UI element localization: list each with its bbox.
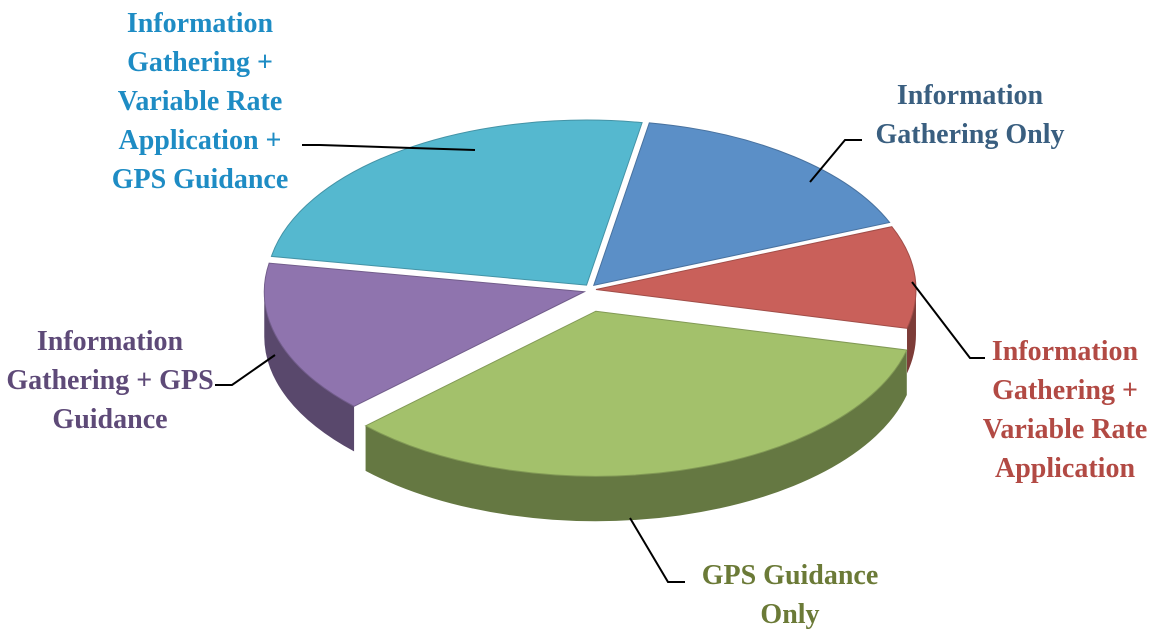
pie-slice [270,119,643,286]
leader-line [302,144,476,151]
slice-label: Information Gathering + GPS Guidance [6,326,214,435]
leader-lines [215,139,985,583]
leader-line [215,354,276,386]
pie [263,119,917,522]
leader-line [911,281,985,359]
pie-slice [593,122,891,286]
slice-label: Information Gathering Only [875,80,1065,150]
pie-tops [263,119,917,477]
leader-line [629,517,685,583]
pie-slice [263,262,587,407]
leader-line [809,139,862,183]
pie-side [365,350,907,522]
slice-label: Information Gathering + Variable Rate Ap… [982,336,1148,484]
pie-side [264,291,355,452]
slice-label: Information Gathering + Variable Rate Ap… [111,8,289,195]
pie-slice [364,310,908,477]
pie-slice [595,226,917,329]
slice-label: GPS Guidance Only [701,560,879,630]
